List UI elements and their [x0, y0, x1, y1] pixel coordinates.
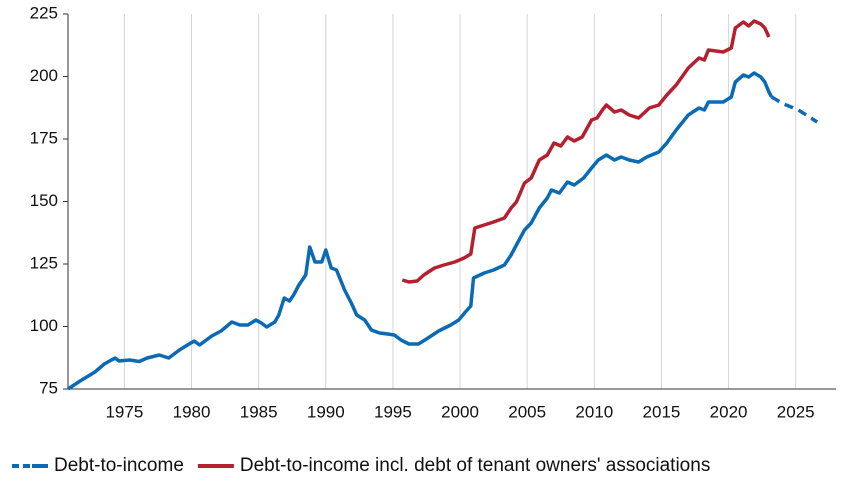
series-line [401, 19, 771, 284]
y-tick-label: 125 [30, 253, 58, 272]
y-tick-label: 225 [30, 3, 58, 22]
x-tick-label: 2010 [575, 402, 613, 421]
y-tick-label: 200 [30, 66, 58, 85]
y-tick-label: 175 [30, 128, 58, 147]
x-tick-label: 1995 [374, 402, 412, 421]
legend-label: Debt-to-income [54, 455, 184, 476]
forecast-line [770, 95, 819, 124]
y-tick-label: 75 [39, 378, 58, 397]
x-tick-label: 2015 [643, 402, 681, 421]
x-tick-label: 1990 [307, 402, 345, 421]
legend-label: Debt-to-income incl. debt of tenant owne… [240, 455, 710, 476]
y-tick-label: 100 [30, 316, 58, 335]
x-tick-label: 1975 [105, 402, 143, 421]
x-tick-label: 2005 [508, 402, 546, 421]
x-tick-label: 2020 [710, 402, 748, 421]
x-tick-label: 2000 [441, 402, 479, 421]
x-tick-label: 1980 [173, 402, 211, 421]
x-tick-label: 1985 [240, 402, 278, 421]
x-tick-label: 2025 [777, 402, 815, 421]
y-tick-label: 150 [30, 191, 58, 210]
series-line [67, 71, 774, 391]
